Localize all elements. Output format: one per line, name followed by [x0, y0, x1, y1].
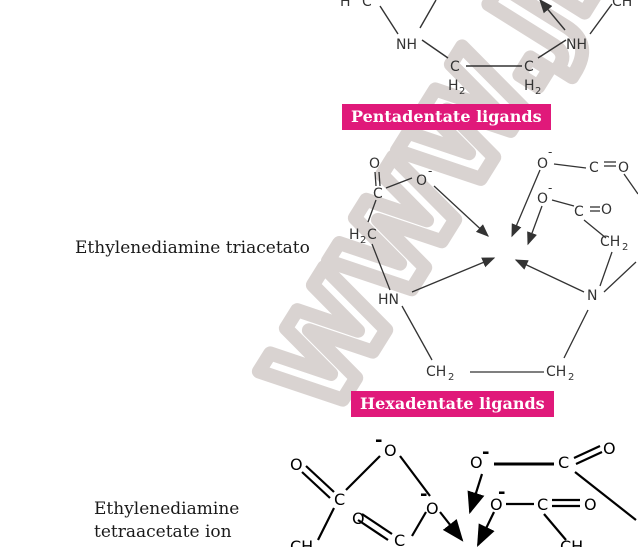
edta-o-left: O [290, 455, 303, 474]
edta-o-minus-a: O [384, 441, 397, 460]
tri-c1: C [373, 186, 383, 202]
tri-ch2-right: CH [546, 364, 566, 380]
edta-o-minus-mid: O [470, 453, 483, 472]
edta-c-c: C [394, 531, 405, 547]
edta-c-r: C [537, 495, 548, 514]
pd-h2c-top: H [340, 0, 351, 10]
edta-o-eq-mid: O [603, 439, 616, 458]
pd-h2-left-sub: 2 [459, 86, 465, 97]
pd-nh-left: NH [396, 37, 417, 53]
pd-ch-top: CH [612, 0, 632, 10]
tri-o-m3: O [537, 191, 548, 207]
edta-label-line2: tetraacetate ion [94, 522, 232, 542]
edta-label-line1: Ethylenediamine [94, 499, 240, 519]
edta-o-minus-r: O [490, 495, 503, 514]
pentadentate-banner: Pentadentate ligands [342, 104, 551, 130]
edta-structure [301, 445, 637, 547]
pentadentate-structure [379, 0, 613, 67]
edta-minus-b: - [420, 484, 427, 505]
tri-c-eq-o2: C [589, 160, 599, 176]
tri-ch2-left: CH [426, 364, 446, 380]
pd-nh-right: NH [566, 37, 587, 53]
tri-o-eq3: O [601, 202, 612, 218]
pd-c-top: C [362, 0, 372, 10]
triacetato-structure [367, 161, 638, 373]
pd-h2-right-sub: 2 [535, 86, 541, 97]
tri-c-eq-o3: C [574, 204, 584, 220]
edta-c-left: C [334, 490, 345, 509]
tri-ch2-right-sub: 2 [568, 372, 574, 383]
edta-o-eq-c: O [352, 509, 365, 528]
edta-c-mid: C [558, 453, 569, 472]
tri-hn: HN [378, 292, 399, 308]
edta-o-eq-r: O [584, 495, 597, 514]
tri-o-eq2: O [618, 160, 629, 176]
tri-ch2-left-sub: 2 [448, 372, 454, 383]
edta-ch-right: CH [560, 537, 583, 547]
hexadentate-banner: Hexadentate ligands [351, 391, 554, 417]
tri-h2c-c: C [367, 227, 377, 243]
edta-minus-r: - [498, 482, 505, 503]
tri-h2c-sub: 2 [360, 235, 366, 246]
tri-o-top: O [369, 156, 380, 172]
tri-minus1: - [428, 164, 432, 178]
edta-ch-left: CH [290, 537, 313, 547]
tri-minus2: - [548, 145, 552, 159]
pd-h2-right: H [524, 78, 535, 94]
triacetato-label: Ethylenediamine triacetato [75, 238, 310, 258]
pd-h2-left: H [448, 78, 459, 94]
tri-o-m2: O [537, 156, 548, 172]
pd-c-left: C [450, 59, 460, 75]
edta-o-minus-b: O [426, 499, 439, 518]
edta-minus-mid: - [482, 442, 489, 463]
edta-minus-a: - [375, 430, 382, 451]
tri-o-minus1: O [416, 173, 427, 189]
tri-minus3: - [548, 181, 552, 195]
tri-h2c: H [349, 227, 360, 243]
tri-n: N [587, 288, 597, 304]
tri-ch2-r: CH [600, 234, 620, 250]
tri-ch2-r-sub: 2 [622, 242, 628, 253]
pd-c-right: C [524, 59, 534, 75]
